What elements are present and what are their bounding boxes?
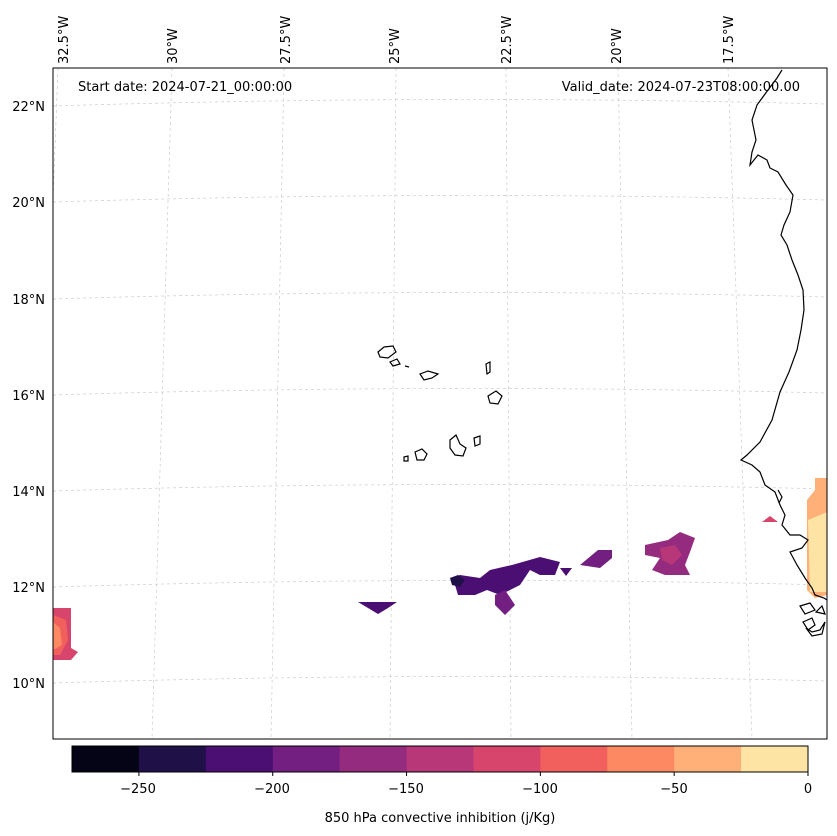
- cin-region-main-dark: [450, 575, 465, 587]
- lon-label-17-5: 17.5°W: [722, 16, 737, 64]
- cape-verde-sao-vicente: [389, 358, 401, 367]
- africa-coastline: [739, 69, 828, 601]
- gridline-lat-22: [52, 99, 828, 107]
- cin-region-coast-core: [808, 512, 827, 592]
- cin-region-west-core: [53, 622, 62, 650]
- lat-label-16: 16°N: [12, 389, 45, 404]
- lat-label-18: 18°N: [12, 293, 45, 308]
- gridline-lon-17-5: [727, 67, 753, 740]
- lon-label-20: 20°W: [610, 28, 625, 64]
- colorbar-border: [71, 745, 809, 773]
- cin-region-main-tail: [495, 590, 515, 615]
- cape-verde-maio: [473, 435, 481, 447]
- colorbar-swatch: [406, 746, 474, 772]
- lon-label-27-5: 27.5°W: [279, 16, 294, 64]
- colorbar-swatch: [741, 746, 809, 772]
- colorbar-tick-200: −200: [254, 782, 290, 797]
- lon-label-25: 25°W: [388, 28, 403, 64]
- map-gridlines: [52, 67, 828, 740]
- lon-label-22-5: 22.5°W: [500, 16, 515, 64]
- gridline-lat-16: [52, 388, 828, 396]
- gridline-lon-20: [617, 67, 633, 740]
- colorbar-tick-50: −50: [660, 782, 687, 797]
- cape-verde-boa-vista: [487, 390, 503, 405]
- colorbar-tick-150: −150: [388, 782, 424, 797]
- colorbar: [71, 745, 809, 776]
- map-background: [53, 68, 827, 739]
- cape-verde-santiago: [449, 434, 467, 457]
- cape-verde-fogo: [414, 448, 428, 461]
- cape-verde-sal: [485, 361, 491, 376]
- colorbar-swatch: [674, 746, 742, 772]
- coast-islet-5: [805, 621, 826, 637]
- gridline-lon-22-5: [505, 67, 512, 740]
- lat-label-22: 22°N: [12, 100, 45, 115]
- start-date-label: Start date: 2024-07-21_00:00:00: [78, 80, 292, 95]
- gridline-lat-12: [52, 580, 828, 588]
- colorbar-tick-100: −100: [522, 782, 558, 797]
- cape-verde-santa-luzia: [404, 365, 410, 368]
- cin-shading: [53, 478, 827, 660]
- lat-label-20: 20°N: [12, 196, 45, 211]
- cape-verde-brava: [403, 455, 409, 462]
- colorbar-swatch: [205, 746, 274, 772]
- colorbar-ticks: −250 −200 −150 −100 −50 0: [120, 782, 812, 797]
- gridline-lon-27-5: [270, 67, 285, 740]
- colorbar-swatch: [607, 746, 675, 772]
- gridline-lon-32-5: [52, 67, 59, 201]
- lat-label-10: 10°N: [12, 677, 45, 692]
- cin-region-main-east: [560, 568, 572, 576]
- colorbar-swatch: [339, 746, 408, 772]
- colorbar-tick-250: −250: [120, 782, 156, 797]
- cape-verde-sao-nicolau: [419, 370, 440, 381]
- cape-verde-santo-antao: [377, 345, 397, 359]
- gridline-lat-18: [52, 292, 828, 300]
- cin-region-coast-small: [762, 516, 778, 522]
- colorbar-swatch: [473, 746, 541, 772]
- coast-islet-2: [799, 602, 816, 615]
- colorbar-swatch: [272, 746, 341, 772]
- lon-label-30: 30°W: [166, 28, 181, 64]
- longitude-labels: 32.5°W 30°W 27.5°W 25°W 22.5°W 20°W 17.5…: [57, 16, 737, 64]
- colorbar-swatch: [138, 746, 207, 772]
- lat-label-12: 12°N: [12, 581, 45, 596]
- cin-region-main: [450, 557, 560, 595]
- gridline-lon-25: [389, 67, 397, 740]
- cin-region-19w-core: [660, 545, 682, 565]
- gridline-lat-20: [52, 195, 828, 203]
- valid-date-label: Valid_date: 2024-07-23T08:00:00.00: [562, 80, 800, 95]
- coast-islet-3: [802, 617, 816, 631]
- coast-islet-4: [814, 604, 826, 615]
- coastlines: [377, 69, 828, 637]
- colorbar-tick-0: 0: [804, 782, 812, 797]
- cin-region-25w: [358, 602, 397, 614]
- coast-islet-1: [777, 489, 783, 504]
- lon-label-32-5: 32.5°W: [57, 16, 72, 64]
- gridline-lat-10: [52, 676, 828, 684]
- gridline-lat-14: [52, 484, 828, 492]
- map-frame: [52, 67, 828, 740]
- latitude-labels: 22°N 20°N 18°N 16°N 14°N 12°N 10°N: [12, 100, 45, 692]
- gridline-lon-30: [151, 67, 173, 740]
- colorbar-swatch: [72, 746, 140, 772]
- cin-region-20w: [580, 550, 612, 568]
- colorbar-label: 850 hPa convective inhibition (j/Kg): [325, 811, 556, 826]
- lat-label-14: 14°N: [12, 485, 45, 500]
- colorbar-swatch: [540, 746, 608, 772]
